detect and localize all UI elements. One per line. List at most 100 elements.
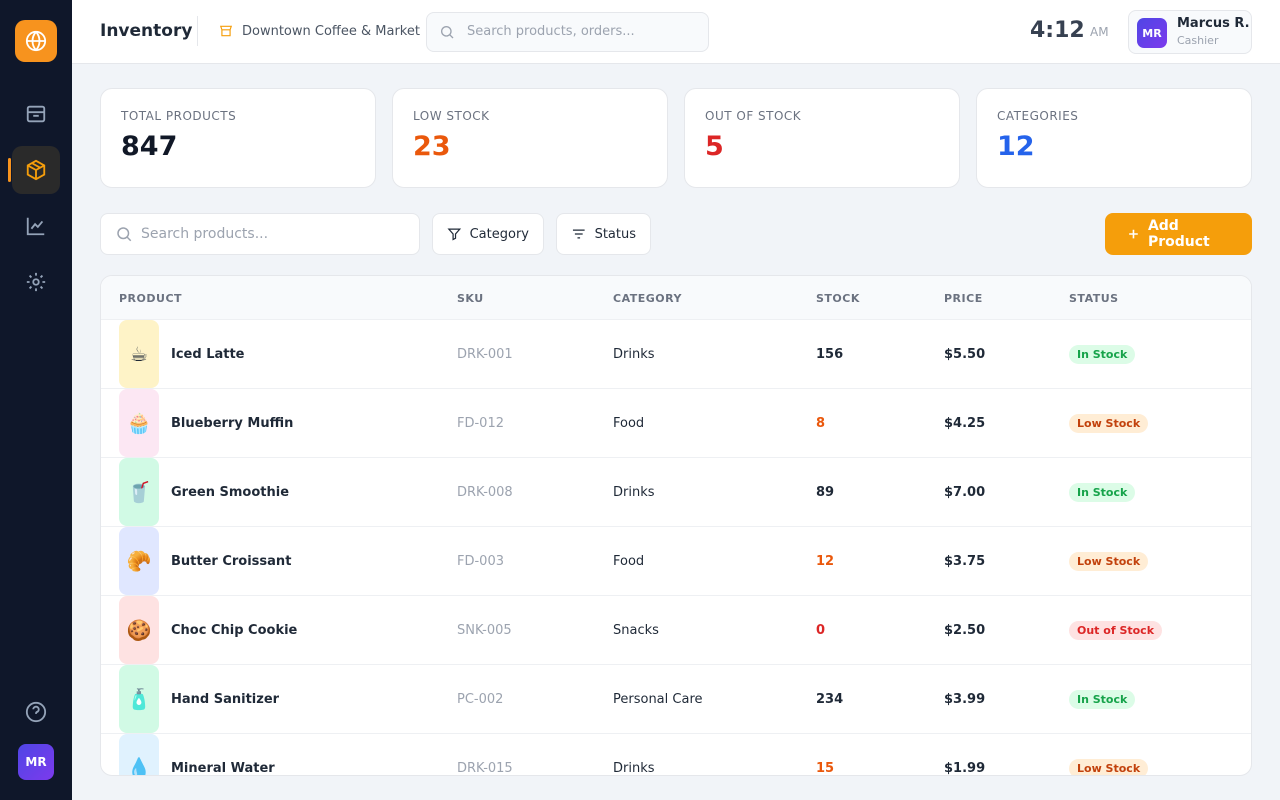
category: Drinks (613, 484, 655, 500)
column-header: CATEGORY (613, 292, 682, 305)
sidebar-avatar[interactable]: MR (18, 744, 54, 780)
status-pill: Out of Stock (1069, 620, 1163, 640)
stat-card: TOTAL PRODUCTS 847 (100, 88, 376, 188)
status-cell: In Stock (1069, 458, 1136, 526)
product-icon: 🥤 (119, 458, 159, 526)
stat-card: LOW STOCK 23 (392, 88, 668, 188)
product-name: Blueberry Muffin (171, 415, 294, 431)
category-filter[interactable]: Category (432, 213, 544, 255)
search-placeholder: Search products... (141, 226, 269, 242)
sku: DRK-008 (457, 484, 513, 500)
stat-card: CATEGORIES 12 (976, 88, 1252, 188)
sku: FD-003 (457, 553, 504, 569)
status-pill: In Stock (1069, 689, 1136, 709)
add-product-button[interactable]: Add Product (1105, 213, 1252, 255)
status-pill: Low Stock (1069, 551, 1149, 571)
status-cell: Low Stock (1069, 389, 1149, 457)
status-pill: In Stock (1069, 344, 1136, 364)
category: Snacks (613, 622, 659, 638)
nav-pos[interactable] (12, 90, 60, 138)
sku: PC-002 (457, 691, 504, 707)
column-header: STOCK (816, 292, 860, 305)
status-cell: Out of Stock (1069, 596, 1163, 664)
status-filter[interactable]: Status (556, 213, 651, 255)
table-row: 🥤 Green Smoothie DRK-008 Drinks 89 $7.00 In St… (101, 457, 1251, 526)
stat-value: 5 (705, 131, 724, 162)
stock: 15 (816, 760, 835, 776)
stock: 156 (816, 346, 844, 362)
clock-meridiem: AM (1090, 25, 1109, 39)
status-cell: In Stock (1069, 665, 1136, 733)
stat-value: 847 (121, 131, 178, 162)
sku: FD-012 (457, 415, 504, 431)
sidebar: MR (0, 0, 72, 800)
nav-help[interactable] (12, 688, 60, 736)
user-role: Cashier (1177, 34, 1219, 47)
nav-settings[interactable] (12, 258, 60, 306)
clock-time: 4:12 (1030, 18, 1085, 43)
product-name: Choc Chip Cookie (171, 622, 298, 638)
price: $2.50 (944, 622, 986, 638)
user-name: Marcus R. (1177, 16, 1250, 31)
column-header: PRICE (944, 292, 983, 305)
category: Food (613, 553, 645, 569)
status-pill: Low Stock (1069, 413, 1149, 433)
category: Drinks (613, 346, 655, 362)
price: $5.50 (944, 346, 986, 362)
header-search[interactable]: Search products, orders... (426, 12, 709, 52)
product-search[interactable]: Search products... (100, 213, 420, 255)
stock: 234 (816, 691, 844, 707)
stat-label: LOW STOCK (413, 109, 490, 123)
filter-label: Status (594, 226, 636, 242)
active-indicator (8, 158, 11, 182)
nav-inventory[interactable] (12, 146, 60, 194)
sku: SNK-005 (457, 622, 512, 638)
price: $4.25 (944, 415, 986, 431)
product-icon: 🥐 (119, 527, 159, 595)
logo[interactable] (15, 20, 57, 62)
status-pill: In Stock (1069, 482, 1136, 502)
nav-reports[interactable] (12, 202, 60, 250)
stat-label: TOTAL PRODUCTS (121, 109, 237, 123)
product-icon: 💧 (119, 734, 159, 775)
table-row: 💧 Mineral Water DRK-015 Drinks 15 $1.99 Low St… (101, 733, 1251, 776)
table-row: 🧁 Blueberry Muffin FD-012 Food 8 $4.25 Low Sto… (101, 388, 1251, 457)
page-title: Inventory (100, 21, 193, 41)
status-cell: Low Stock (1069, 527, 1149, 595)
user-chip[interactable]: MR Marcus R. Cashier (1128, 10, 1252, 54)
sku: DRK-015 (457, 760, 513, 776)
product-icon: 🧁 (119, 389, 159, 457)
column-header: PRODUCT (119, 292, 183, 305)
status-cell: Low Stock (1069, 734, 1149, 775)
product-name: Hand Sanitizer (171, 691, 280, 707)
status-pill: Low Stock (1069, 758, 1149, 775)
product-name: Mineral Water (171, 760, 275, 776)
status-cell: In Stock (1069, 320, 1136, 388)
search-placeholder: Search products, orders... (467, 24, 635, 39)
sku: DRK-001 (457, 346, 513, 362)
stat-value: 12 (997, 131, 1035, 162)
table-row: ☕ Iced Latte DRK-001 Drinks 156 $5.50 In Stock (101, 319, 1251, 388)
product-name: Green Smoothie (171, 484, 290, 500)
table-row: 🍪 Choc Chip Cookie SNK-005 Snacks 0 $2.50 Out … (101, 595, 1251, 664)
category: Drinks (613, 760, 655, 776)
stock: 8 (816, 415, 826, 431)
stock: 12 (816, 553, 835, 569)
product-name: Iced Latte (171, 346, 245, 362)
stat-card: OUT OF STOCK 5 (684, 88, 960, 188)
price: $3.99 (944, 691, 986, 707)
category: Personal Care (613, 691, 703, 707)
product-name: Butter Croissant (171, 553, 292, 569)
column-header: SKU (457, 292, 484, 305)
product-icon: 🧴 (119, 665, 159, 733)
table-row: 🧴 Hand Sanitizer PC-002 Personal Care 234 $3.… (101, 664, 1251, 733)
stat-label: CATEGORIES (997, 109, 1079, 123)
button-label: Add Product (1147, 218, 1210, 250)
column-header: STATUS (1069, 292, 1119, 305)
stat-label: OUT OF STOCK (705, 109, 802, 123)
store-icon (219, 25, 233, 37)
price: $3.75 (944, 553, 986, 569)
table-header (101, 276, 1251, 319)
header: Inventory Downtown Coffee & Market Searc… (72, 0, 1280, 64)
product-icon: 🍪 (119, 596, 159, 664)
